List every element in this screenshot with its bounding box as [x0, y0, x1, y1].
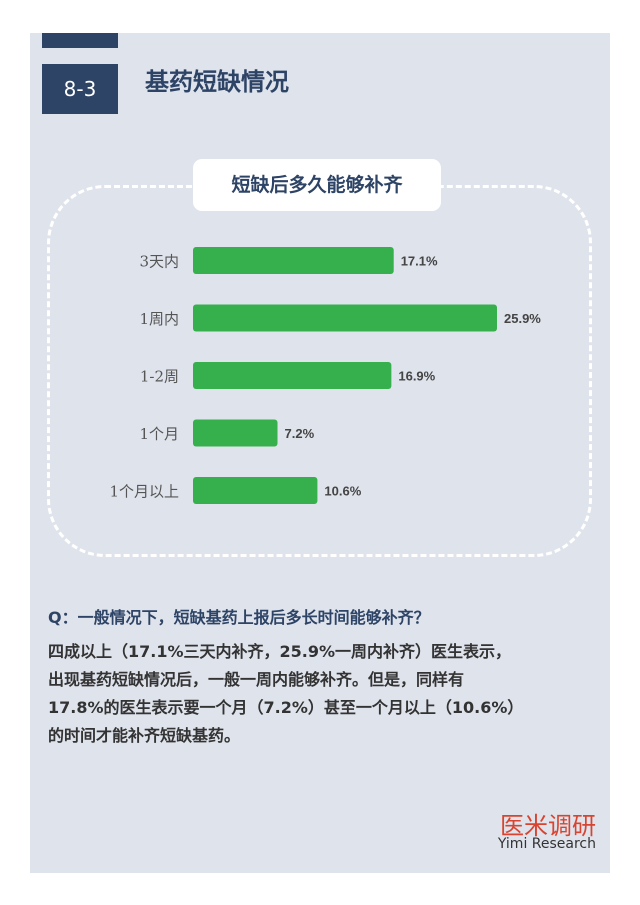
bar-2 — [193, 362, 392, 389]
value-label: 7.2% — [285, 426, 315, 441]
value-label: 16.9% — [398, 369, 435, 384]
section-number: 8-3 — [42, 64, 118, 114]
answer-line: 出现基药短缺情况后，一般一周内能够补齐。但是，同样有 — [48, 670, 465, 689]
answer-line: 的时间才能补齐短缺基药。 — [48, 726, 241, 745]
section-title: 基药短缺情况 — [145, 68, 289, 96]
answer-line: 四成以上（17.1%三天内补齐，25.9%一周内补齐）医生表示， — [48, 642, 512, 661]
chart-title: 短缺后多久能够补齐 — [193, 159, 441, 211]
bar-1 — [193, 304, 497, 332]
answer-line: 17.8%的医生表示要一个月（7.2%）甚至一个月以上（10.6%） — [48, 698, 524, 717]
value-label: 17.1% — [401, 254, 438, 269]
bar-4 — [193, 477, 318, 504]
category-label: 1个月 — [139, 425, 179, 443]
bar-0 — [193, 247, 394, 274]
category-label: 1-2周 — [140, 368, 179, 386]
question-text: Q：一般情况下，短缺基药上报后多长时间能够补齐？ — [48, 608, 430, 627]
header-accent-bar — [42, 33, 118, 48]
category-label: 3天内 — [139, 253, 179, 271]
category-label: 1个月以上 — [109, 483, 179, 501]
value-label: 25.9% — [504, 311, 541, 326]
value-label: 10.6% — [324, 484, 361, 499]
category-label: 1周内 — [139, 310, 179, 328]
bar-3 — [193, 419, 278, 447]
brand-logo-en: Yimi Research — [497, 836, 596, 852]
answer-paragraph: 四成以上（17.1%三天内补齐，25.9%一周内补齐）医生表示， 出现基药短缺情… — [48, 638, 608, 750]
brand-logo-cn: 医米调研 — [500, 812, 596, 840]
